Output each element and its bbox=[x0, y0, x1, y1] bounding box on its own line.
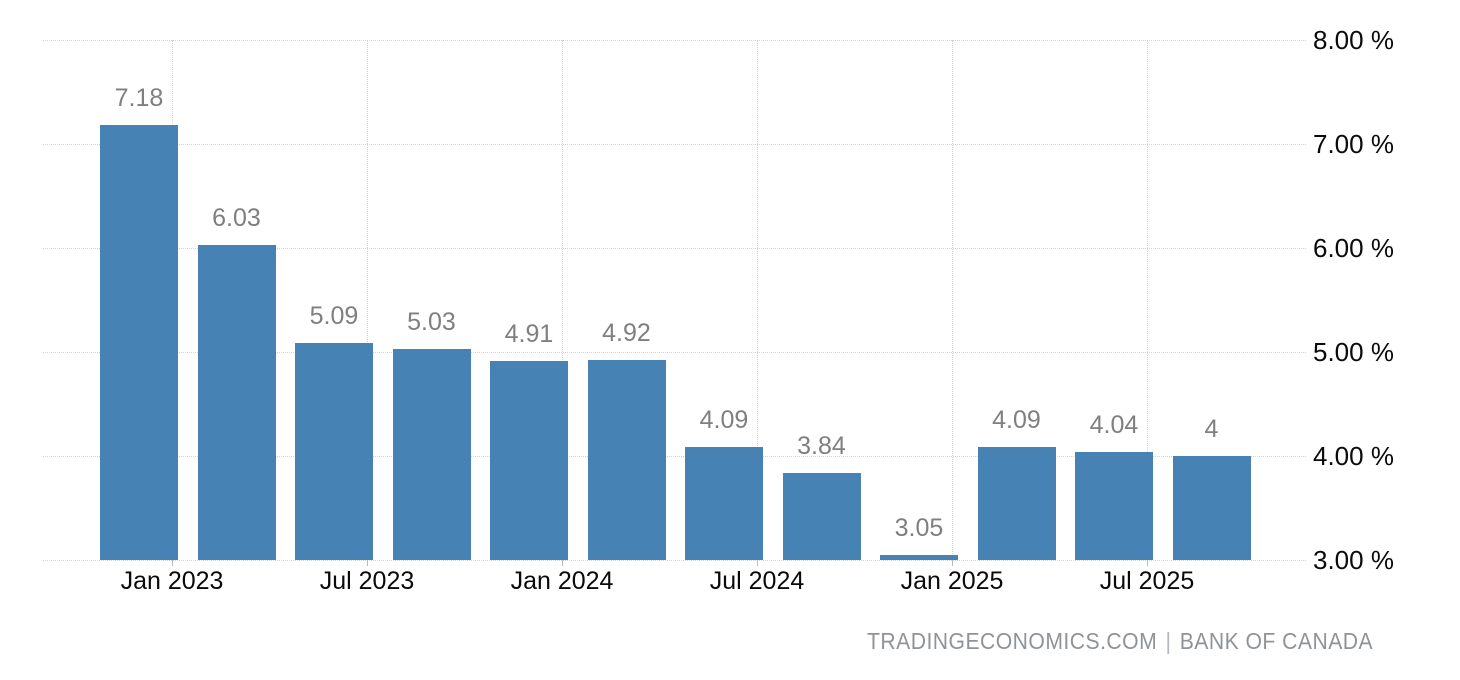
y-axis-tick-label: 8.00 % bbox=[1313, 25, 1394, 55]
bar-oct-2023[interactable] bbox=[392, 348, 471, 560]
bar-value-label: 5.03 bbox=[407, 307, 456, 336]
x-axis-tick bbox=[367, 560, 368, 566]
vertical-gridline bbox=[757, 40, 758, 560]
bar-jan-2025[interactable] bbox=[880, 554, 958, 560]
x-axis-tick bbox=[1147, 560, 1148, 566]
horizontal-gridline bbox=[43, 352, 1306, 353]
x-axis-tick-label: Jul 2024 bbox=[709, 567, 805, 595]
y-axis-tick-label: 5.00 % bbox=[1313, 337, 1394, 367]
x-axis-tick bbox=[562, 560, 563, 566]
x-axis-tick-label: Jul 2025 bbox=[1099, 567, 1195, 595]
bar-jan-2024[interactable] bbox=[490, 361, 568, 560]
bar-value-label: 6.03 bbox=[212, 203, 261, 232]
bar-jul-2025[interactable] bbox=[1075, 451, 1153, 560]
bar-value-label: 5.09 bbox=[309, 301, 359, 330]
horizontal-gridline bbox=[43, 144, 1306, 145]
bar-value-label: 3.84 bbox=[797, 431, 846, 460]
bar-oct-2025[interactable] bbox=[1172, 456, 1251, 560]
vertical-gridline bbox=[367, 40, 368, 560]
horizontal-gridline bbox=[43, 456, 1306, 457]
bar-value-label: 4.92 bbox=[602, 319, 651, 348]
bar-value-label: 4.09 bbox=[992, 405, 1041, 434]
bar-value-label: 7.18 bbox=[114, 84, 164, 113]
bar-apr-2023[interactable] bbox=[197, 244, 276, 560]
attribution: TRADINGECONOMICS.COM | BANK OF CANADA bbox=[867, 628, 1373, 654]
bar-apr-2024[interactable] bbox=[587, 360, 666, 560]
bar-jan-2023[interactable] bbox=[100, 125, 178, 560]
x-axis-tick-label: Jan 2023 bbox=[120, 567, 224, 595]
bar-oct-2024[interactable] bbox=[782, 472, 861, 560]
bar-value-label: 4.04 bbox=[1089, 410, 1139, 439]
bar-jul-2024[interactable] bbox=[685, 446, 763, 560]
vertical-gridline bbox=[952, 40, 953, 560]
vertical-gridline bbox=[1147, 40, 1148, 560]
x-axis-tick-label: Jan 2024 bbox=[510, 567, 614, 595]
bar-jul-2023[interactable] bbox=[295, 342, 373, 560]
bar-value-label: 4.09 bbox=[699, 405, 749, 434]
x-axis-tick bbox=[952, 560, 953, 566]
attribution-source-site: TRADINGECONOMICS.COM bbox=[866, 628, 1158, 654]
vertical-gridline bbox=[562, 40, 563, 560]
bar-value-label: 4.91 bbox=[504, 320, 554, 349]
y-axis-tick-label: 3.00 % bbox=[1313, 545, 1394, 575]
bar-value-label: 3.05 bbox=[894, 513, 944, 542]
attribution-source-provider: BANK OF CANADA bbox=[1179, 628, 1373, 654]
bar-apr-2025[interactable] bbox=[977, 446, 1056, 560]
horizontal-gridline bbox=[43, 248, 1306, 249]
x-axis-tick-label: Jul 2023 bbox=[319, 567, 415, 595]
x-axis-tick-label: Jan 2025 bbox=[900, 567, 1004, 595]
y-axis-tick-label: 6.00 % bbox=[1313, 233, 1394, 263]
horizontal-gridline bbox=[43, 560, 1306, 561]
horizontal-gridline bbox=[43, 40, 1306, 41]
bar-value-label: 4 bbox=[1204, 415, 1219, 443]
y-axis-tick-label: 4.00 % bbox=[1313, 441, 1394, 471]
x-axis-tick bbox=[172, 560, 173, 566]
y-axis-tick-label: 7.00 % bbox=[1313, 129, 1394, 159]
x-axis-tick bbox=[757, 560, 758, 566]
attribution-separator: | bbox=[1165, 628, 1172, 654]
